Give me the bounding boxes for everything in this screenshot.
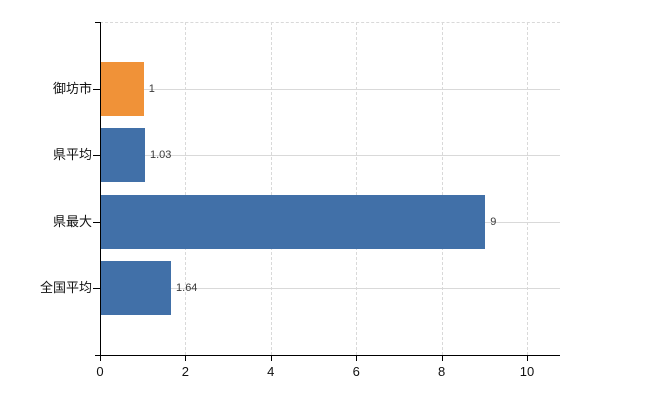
category-tick: [93, 88, 100, 90]
category-tick: [93, 155, 100, 157]
v-gridline: [356, 22, 358, 355]
x-tick: [356, 355, 358, 361]
bar-value-label: 1.64: [176, 282, 198, 295]
h-gridline: [100, 88, 560, 90]
category-label: 県平均: [52, 147, 92, 163]
y-axis-top-tick: [95, 22, 101, 23]
x-tick-label: 8: [437, 364, 446, 379]
x-tick-label: 0: [96, 364, 104, 379]
category-label: 全国平均: [39, 280, 92, 296]
x-tick: [185, 355, 187, 361]
bar: [101, 194, 486, 249]
x-tick-label: 6: [352, 364, 360, 379]
category-label: 御坊市: [52, 80, 92, 96]
x-tick-label: 10: [519, 364, 535, 379]
v-gridline: [270, 22, 272, 355]
category-label: 県最大: [52, 213, 92, 229]
x-axis-line: [95, 355, 560, 356]
bar: [101, 128, 145, 183]
x-tick: [441, 355, 443, 361]
category-tick: [93, 288, 100, 290]
category-tick: [93, 221, 100, 223]
bar-value-label: 1.03: [149, 149, 172, 162]
y-axis-line: [100, 22, 101, 355]
bar-value-label: 9: [490, 215, 497, 228]
plot-top-border: [100, 22, 560, 23]
x-tick: [100, 355, 101, 361]
v-gridline: [441, 22, 443, 355]
h-gridline: [100, 288, 560, 290]
bar: [101, 61, 144, 116]
bar-value-label: 1: [148, 82, 155, 95]
h-gridline: [100, 155, 560, 157]
x-tick: [527, 355, 528, 361]
v-gridline: [185, 22, 187, 355]
x-tick-label: 4: [267, 364, 275, 379]
v-gridline: [527, 22, 528, 355]
x-tick: [270, 355, 272, 361]
x-tick-label: 2: [181, 364, 189, 379]
bar: [101, 261, 172, 316]
